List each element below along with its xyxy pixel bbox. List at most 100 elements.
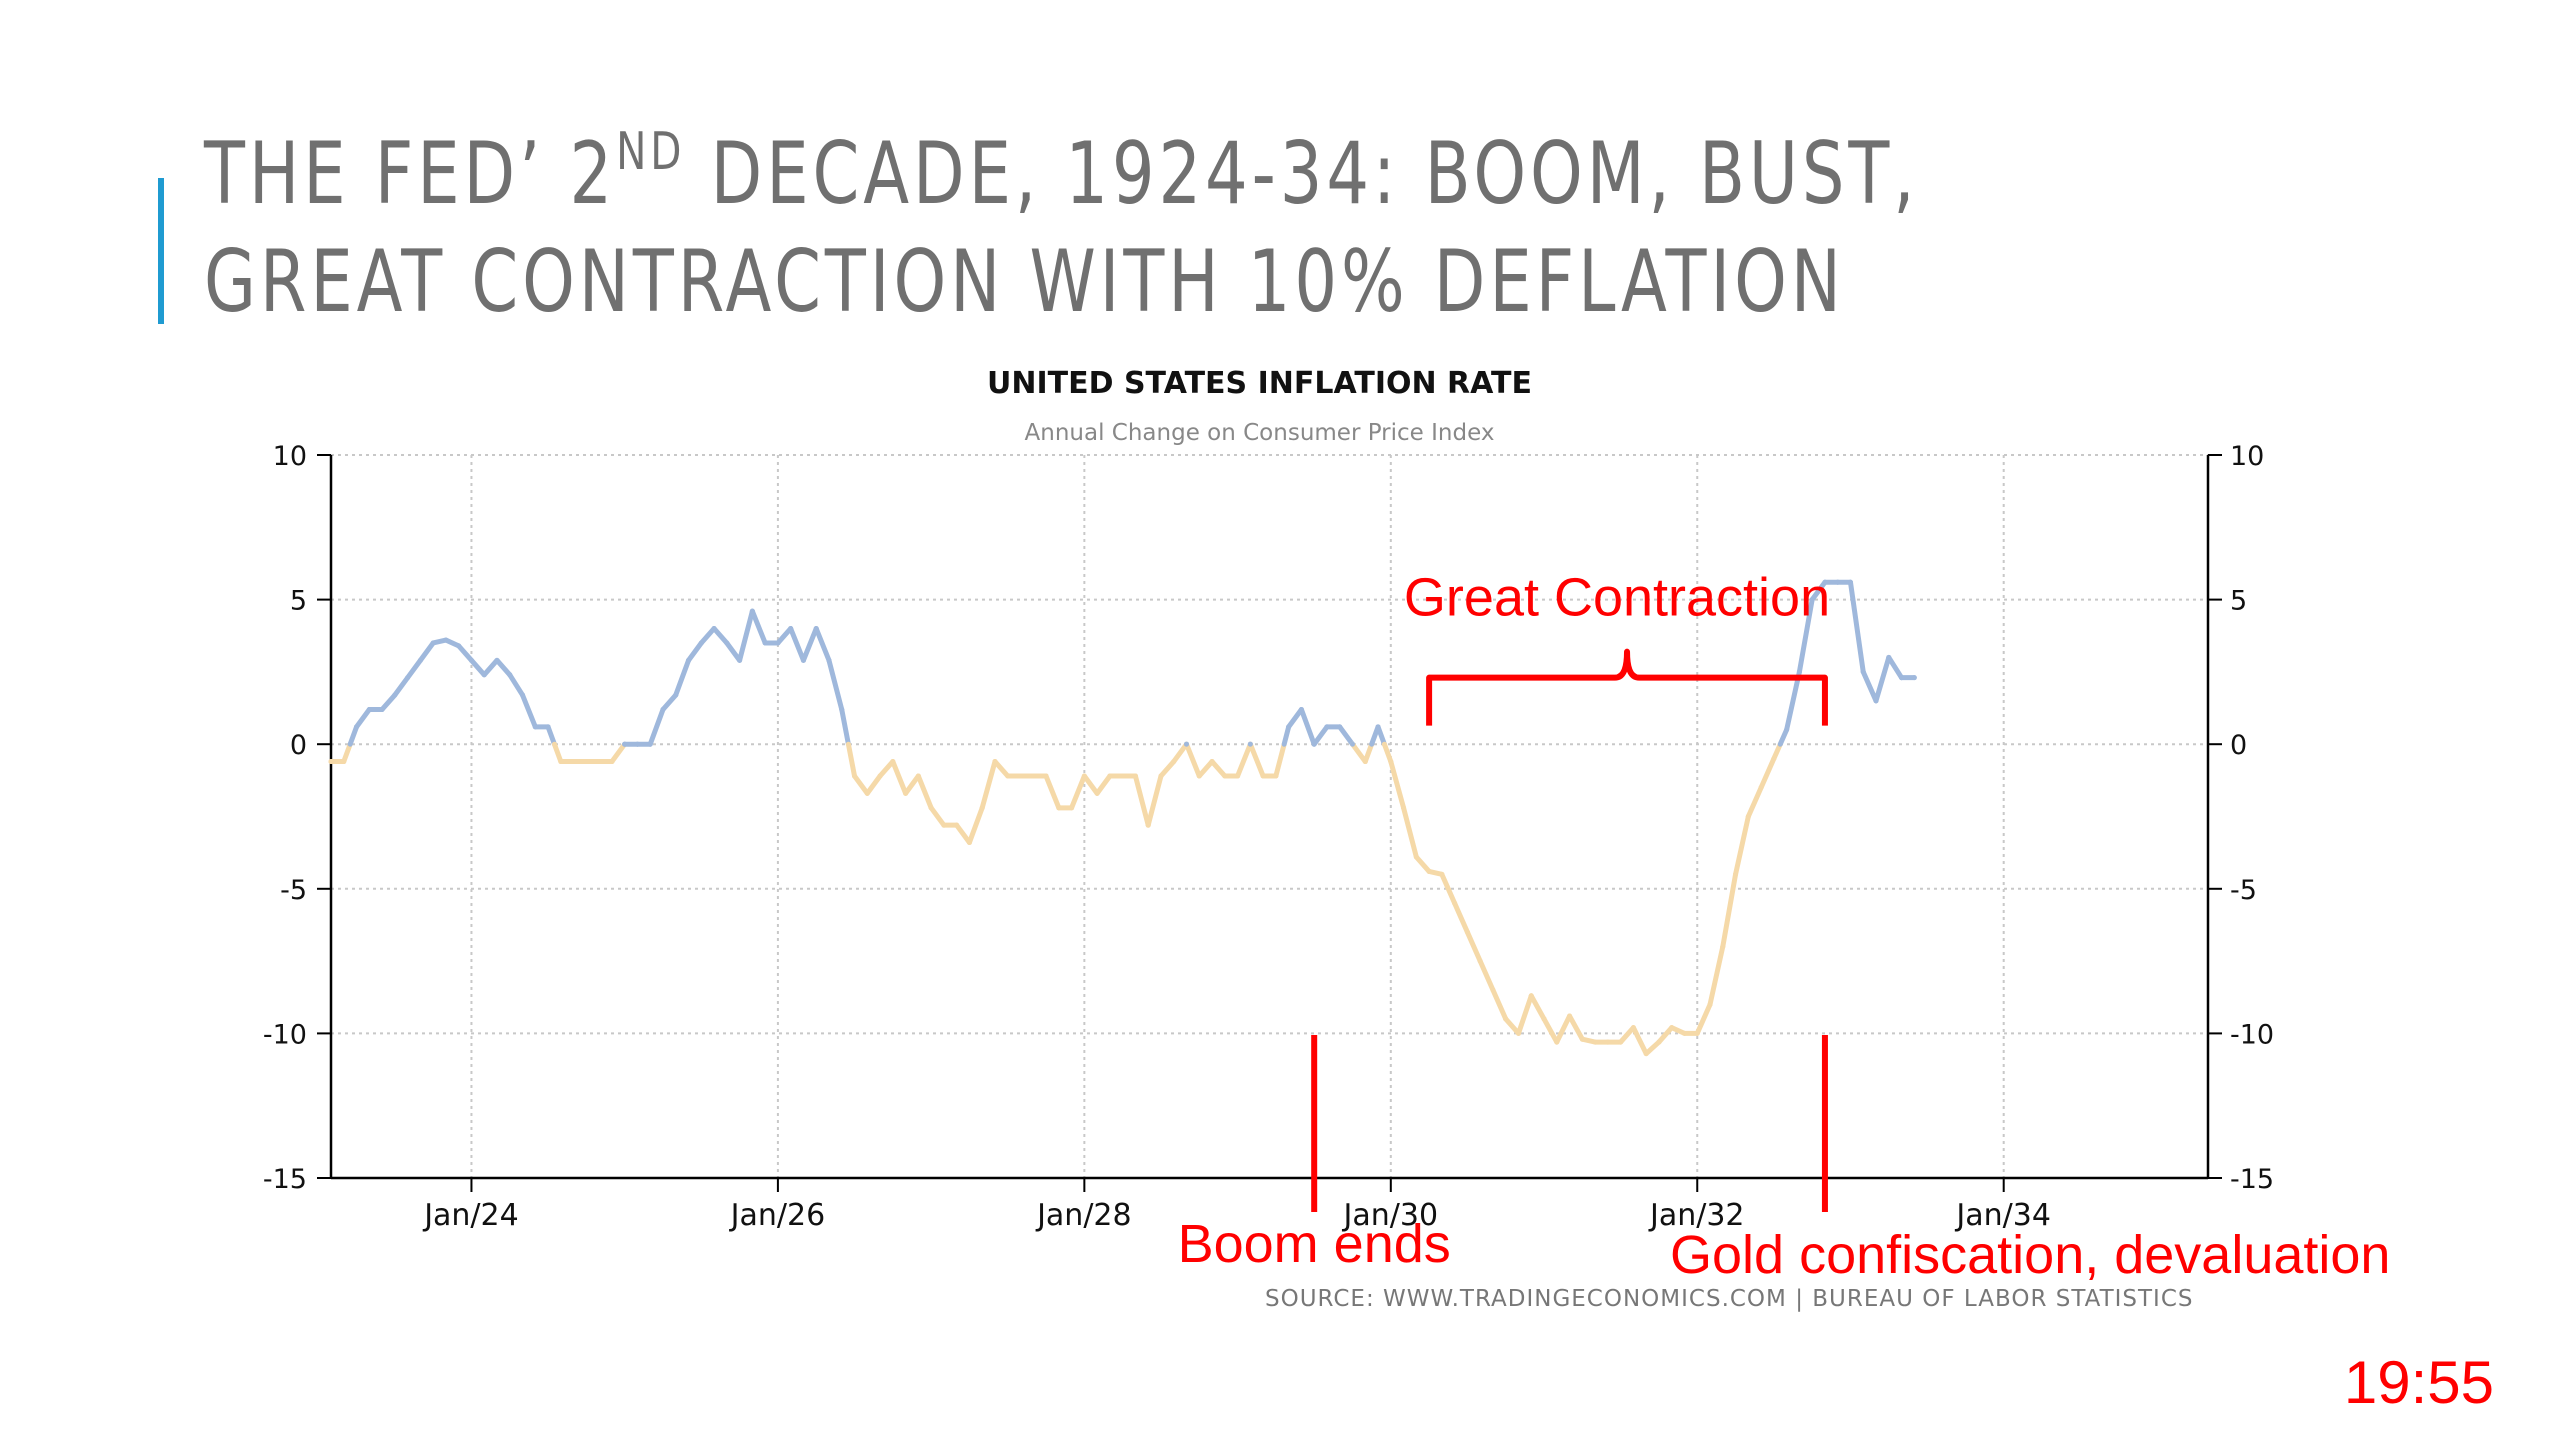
data-segment <box>1515 993 1534 1036</box>
data-point <box>724 640 730 646</box>
data-point <box>1439 871 1445 877</box>
data-segment <box>1388 759 1407 811</box>
data-segment <box>1745 785 1764 819</box>
data-point <box>1503 1016 1509 1022</box>
data-segment <box>979 759 998 811</box>
data-point <box>1196 773 1202 779</box>
y-tick-label-right: 5 <box>2230 586 2247 617</box>
data-point <box>596 759 602 765</box>
data-point <box>1247 741 1253 747</box>
data-segment <box>1528 993 1547 1022</box>
data-point <box>1298 706 1304 712</box>
data-segment <box>1196 759 1215 779</box>
data-point <box>737 657 743 663</box>
data-segment <box>1618 1025 1636 1045</box>
data-segment <box>647 706 666 747</box>
data-point <box>686 657 692 663</box>
data-segment <box>1707 944 1726 1007</box>
data-point <box>877 773 883 779</box>
data-point <box>1681 1030 1687 1036</box>
data-point <box>1618 1039 1624 1045</box>
data-segment <box>520 692 538 730</box>
data-point <box>1273 773 1279 779</box>
data-segment <box>788 626 806 663</box>
data-segment <box>1554 1013 1573 1045</box>
data-point <box>839 706 845 712</box>
data-point <box>1107 773 1113 779</box>
data-point <box>354 724 360 730</box>
y-tick-label-left: 10 <box>273 441 307 472</box>
chart-source: SOURCE: WWW.TRADINGECONOMICS.COM | BUREA… <box>1265 1286 2194 1312</box>
data-point <box>545 724 551 730</box>
data-point <box>813 626 819 632</box>
title-text-a: THE FED’ 2 <box>204 124 617 224</box>
data-segment <box>852 773 870 796</box>
data-segment <box>749 608 768 646</box>
data-point <box>1656 1039 1662 1045</box>
data-segment <box>1758 756 1777 791</box>
data-point <box>622 741 628 747</box>
data-point <box>1911 675 1917 681</box>
data-point <box>1847 579 1853 585</box>
x-tick-label: Jan/24 <box>422 1198 519 1233</box>
data-point <box>1796 669 1802 675</box>
data-point <box>1515 1030 1521 1036</box>
data-segment <box>1464 929 1483 964</box>
data-segment <box>507 672 526 698</box>
data-point <box>1311 741 1317 747</box>
data-point <box>788 626 794 632</box>
data-point <box>673 692 679 698</box>
data-point <box>1899 675 1905 681</box>
data-point <box>366 706 372 712</box>
data-segment <box>1567 1013 1585 1042</box>
data-segment <box>698 626 717 646</box>
y-tick-label-left: -15 <box>263 1164 307 1195</box>
y-tick-label-right: -15 <box>2230 1164 2274 1195</box>
data-point <box>1286 724 1292 730</box>
data-segment <box>1413 854 1432 874</box>
data-point <box>826 657 832 663</box>
title-text-b: DECADE, 1924-34: BOOM, BUST, <box>685 124 1919 224</box>
data-point <box>775 640 781 646</box>
data-point <box>1209 759 1215 765</box>
data-point <box>1081 773 1087 779</box>
data-segment <box>915 773 934 811</box>
data-point <box>1426 868 1432 874</box>
data-segment <box>1630 1025 1649 1057</box>
data-segment <box>1452 900 1470 935</box>
data-point <box>928 805 934 811</box>
chart-subtitle: Annual Change on Consumer Price Index <box>1025 420 1495 446</box>
data-point <box>711 626 717 632</box>
data-segment <box>392 675 411 698</box>
data-point <box>634 741 640 747</box>
chart-title: UNITED STATES INFLATION RATE <box>987 366 1532 401</box>
data-point <box>1222 773 1228 779</box>
data-point <box>1145 822 1151 828</box>
data-point <box>1337 724 1343 730</box>
data-segment <box>775 626 794 646</box>
data-segment <box>813 626 832 663</box>
data-segment <box>545 724 557 747</box>
data-point <box>979 805 985 811</box>
data-segment <box>1069 773 1087 811</box>
data-point <box>1528 993 1534 999</box>
data-segment <box>992 759 1011 779</box>
data-point <box>1860 669 1866 675</box>
gold-confiscation-label: Gold confiscation, devaluation <box>1670 1225 2390 1285</box>
data-segment <box>1158 759 1177 779</box>
data-segment <box>1720 871 1739 950</box>
data-point <box>430 640 436 646</box>
data-point <box>1069 805 1075 811</box>
data-segment <box>551 741 564 765</box>
data-segment <box>494 657 513 678</box>
data-segment <box>839 706 851 747</box>
data-point <box>1758 785 1764 791</box>
y-tick-label-left: 0 <box>290 730 307 761</box>
data-segment <box>864 773 883 796</box>
data-point <box>1733 871 1739 877</box>
data-segment <box>1541 1016 1560 1045</box>
data-point <box>852 773 858 779</box>
data-point <box>341 759 347 765</box>
data-segment <box>481 657 500 678</box>
